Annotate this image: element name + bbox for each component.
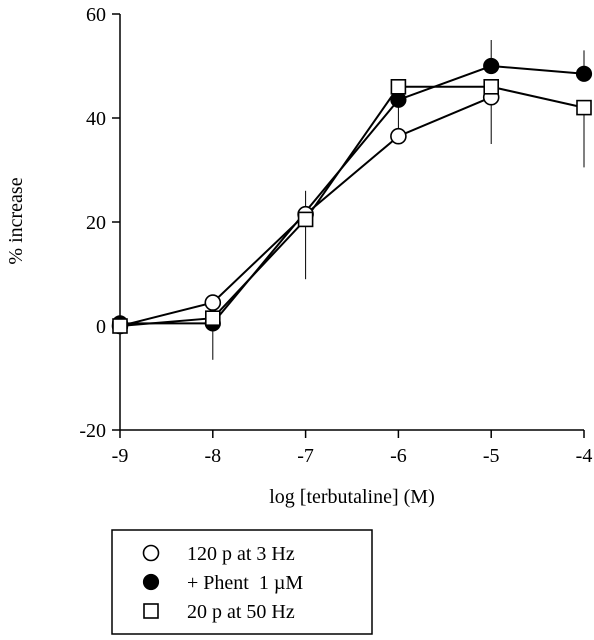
legend-marker-filled-circle xyxy=(142,573,160,591)
y-tick-label: 20 xyxy=(86,212,106,234)
x-axis-label: log [terbutaline] (M) xyxy=(269,486,435,508)
legend-marker-open-square xyxy=(143,603,159,619)
tick-labels: -9 -8 -7 -6 -5 -4 -20 0 20 40 60 xyxy=(79,4,592,467)
series-line xyxy=(119,85,585,327)
data-point-open-square xyxy=(112,318,128,334)
series-markers xyxy=(111,57,593,335)
legend-marker-open-circle xyxy=(142,544,160,562)
data-point-filled-circle xyxy=(575,65,593,82)
legend-label: 120 p at 3 Hz xyxy=(187,543,295,565)
x-tick-label: -9 xyxy=(112,445,129,467)
data-point-open-circle xyxy=(390,127,407,145)
axes xyxy=(112,13,585,438)
data-point-filled-circle xyxy=(483,57,500,75)
data-point-open-square xyxy=(390,79,407,95)
x-tick-label: -4 xyxy=(576,445,593,467)
data-point-open-square xyxy=(483,79,500,95)
x-tick-label: -6 xyxy=(390,445,407,467)
series-line xyxy=(120,64,585,325)
x-tick-label: -7 xyxy=(297,445,314,467)
data-point-open-square xyxy=(205,310,221,327)
y-tick-label: -20 xyxy=(79,420,106,442)
legend-label: + Phent 1 µM xyxy=(187,572,303,594)
legend-label: 20 p at 50 Hz xyxy=(187,601,295,623)
series-lines xyxy=(119,64,585,327)
x-tick-label: -5 xyxy=(483,445,500,467)
data-point-open-square xyxy=(576,99,592,116)
x-tick-label: -8 xyxy=(204,445,221,467)
y-axis-label: % increase xyxy=(5,177,27,264)
y-tick-label: 0 xyxy=(96,316,106,338)
data-point-open-square xyxy=(297,211,314,228)
y-tick-label: 40 xyxy=(86,108,106,130)
legend: 120 p at 3 Hz + Phent 1 µM 20 p at 50 Hz xyxy=(111,529,373,635)
error-bars xyxy=(119,40,585,360)
data-point-open-circle xyxy=(204,294,222,311)
y-tick-label: 60 xyxy=(86,4,106,26)
